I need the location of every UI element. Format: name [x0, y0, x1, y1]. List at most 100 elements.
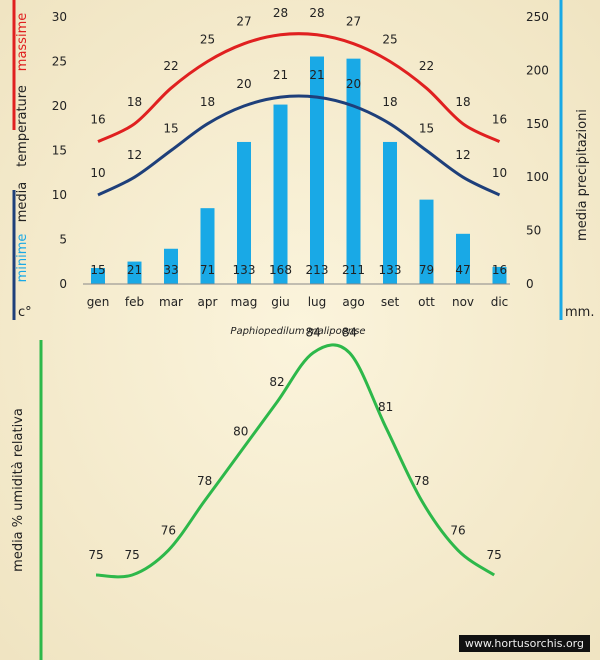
precipitation-value-label: 21: [127, 263, 142, 277]
precipitation-bar: [383, 141, 397, 284]
humidity-value-label: 76: [161, 523, 176, 537]
category-label: ago: [342, 295, 364, 309]
max-temperature-label: 27: [346, 15, 361, 29]
category-label: mag: [231, 295, 258, 309]
precipitation-bar: [419, 199, 434, 284]
max-temperature-label: 16: [90, 113, 105, 127]
humidity-chart: media % umidità relativa 75 75 76 78 80 82 84 8…: [11, 326, 502, 660]
max-temperature-label: 25: [382, 33, 397, 47]
category-label: feb: [125, 295, 144, 309]
humidity-value-label: 80: [233, 425, 248, 439]
right-tick-label: 50: [526, 224, 541, 238]
precipitation-bar: [237, 141, 251, 284]
precipitation-value-label: 133: [379, 263, 402, 277]
max-temperature-label: 25: [200, 33, 215, 47]
humidity-value-label: 75: [487, 548, 502, 562]
min-temperature-label: 10: [90, 166, 105, 180]
precipitation-value-label: 133: [233, 263, 256, 277]
humidity-value-label: 84: [342, 326, 357, 340]
humidity-value-label: 81: [378, 400, 393, 414]
humidity-label: media % umidità relativa: [11, 408, 26, 572]
precipitation-value-label: 33: [163, 263, 178, 277]
right-tick-label: 200: [526, 63, 549, 77]
precipitation-value-label: 15: [90, 263, 105, 277]
max-temperature-label: 28: [273, 6, 288, 20]
temperature-precipitation-chart: massime media temperature minime c° medi…: [12, 0, 594, 337]
min-temperature-label: 21: [273, 68, 288, 82]
precipitation-bar: [492, 266, 507, 284]
min-temperature-label: 15: [419, 122, 434, 136]
min-temperature-label: 20: [236, 77, 251, 91]
mm-unit: mm.: [565, 305, 594, 320]
category-label: ott: [418, 295, 435, 309]
humidity-value-label: 82: [269, 375, 284, 389]
humidity-value-label: 75: [88, 548, 103, 562]
precipitation-value-label: 79: [419, 263, 434, 277]
min-temperature-line: [97, 94, 501, 197]
media-temperature-label-temperature: temperature: [15, 85, 30, 167]
category-label: set: [381, 295, 400, 309]
min-temperature-label: 18: [382, 95, 397, 109]
humidity-value-label: 76: [450, 523, 465, 537]
media-temperature-label-media: media: [15, 182, 30, 223]
precipitation-value-label: 47: [455, 263, 470, 277]
precipitation-value-label: 168: [269, 263, 292, 277]
category-label: mar: [159, 295, 183, 309]
humidity-line: [95, 343, 496, 579]
left-tick-label: 5: [59, 233, 67, 247]
precipitation-label: media precipitazioni: [575, 109, 590, 241]
massime-label: massime: [15, 13, 30, 71]
precipitation-bar: [456, 233, 470, 284]
precipitation-bar: [164, 248, 178, 284]
min-temperature-label: 12: [127, 148, 142, 162]
category-label: gen: [87, 295, 110, 309]
left-tick-label: 10: [52, 188, 67, 202]
humidity-value-label: 75: [125, 548, 140, 562]
min-temperature-label: 10: [492, 166, 507, 180]
precipitation-bar: [310, 56, 324, 285]
left-tick-label: 0: [59, 277, 67, 291]
humidity-value-label: 84: [306, 326, 321, 340]
category-label: apr: [198, 295, 218, 309]
precipitation-value-label: 213: [306, 263, 329, 277]
left-tick-label: 30: [52, 10, 67, 24]
minime-label: minime: [15, 234, 30, 283]
max-temperature-label: 28: [309, 6, 324, 20]
min-temperature-label: 20: [346, 77, 361, 91]
watermark: www.hortusorchis.org: [458, 635, 590, 652]
precipitation-bar: [127, 261, 142, 284]
right-tick-label: 250: [526, 10, 549, 24]
species-caption: Paphiopedilum malipoense: [230, 326, 365, 337]
right-tick-label: 0: [526, 277, 534, 291]
precipitation-value-label: 71: [200, 263, 215, 277]
category-label: lug: [308, 295, 327, 309]
humidity-value-label: 78: [197, 474, 212, 488]
max-temperature-line: [97, 32, 501, 143]
min-temperature-label: 18: [200, 95, 215, 109]
min-temperature-label: 15: [163, 122, 178, 136]
precipitation-bar: [91, 267, 105, 284]
max-temperature-label: 16: [492, 113, 507, 127]
precipitation-bar: [200, 208, 215, 284]
left-tick-label: 20: [52, 99, 67, 113]
right-tick-label: 100: [526, 170, 549, 184]
left-tick-label: 15: [52, 144, 67, 158]
max-temperature-label: 27: [236, 15, 251, 29]
category-label: giu: [271, 295, 290, 309]
max-temperature-label: 18: [455, 95, 470, 109]
min-temperature-label: 21: [309, 68, 324, 82]
precipitation-value-label: 16: [492, 263, 507, 277]
precipitation-value-label: 211: [342, 263, 365, 277]
category-label: nov: [452, 295, 474, 309]
precipitation-bar: [273, 104, 288, 285]
min-temperature-label: 12: [455, 148, 470, 162]
celsius-unit: c°: [18, 305, 32, 320]
precipitation-bar: [346, 58, 361, 284]
humidity-value-label: 78: [414, 474, 429, 488]
max-temperature-label: 18: [127, 95, 142, 109]
right-tick-label: 150: [526, 117, 549, 131]
left-tick-label: 25: [52, 55, 67, 69]
max-temperature-label: 22: [163, 59, 178, 73]
category-label: dic: [491, 295, 509, 309]
